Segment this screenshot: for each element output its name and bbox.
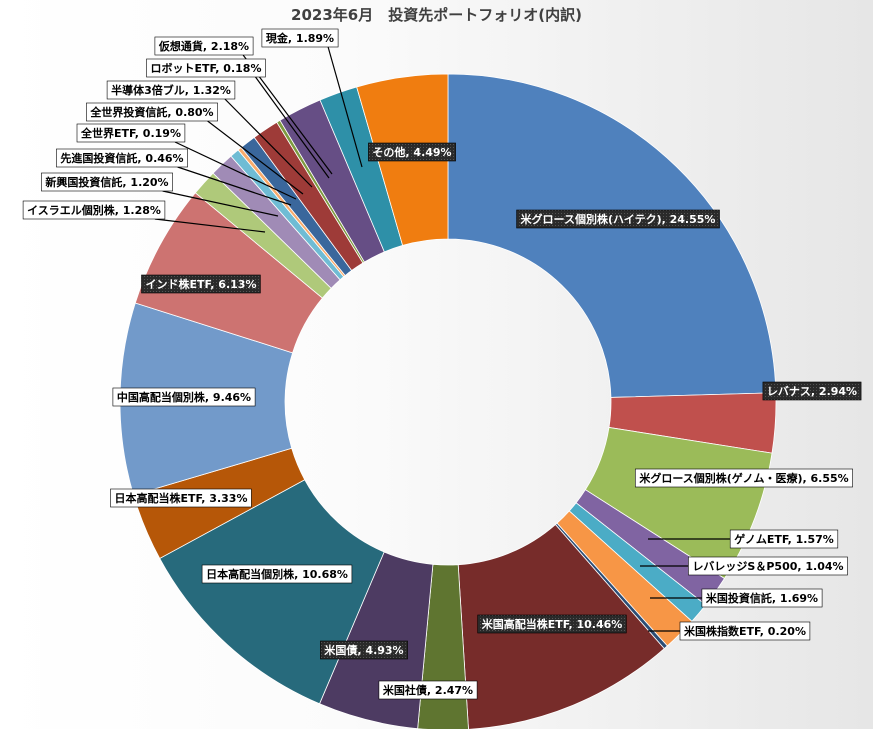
slice-label-text: ゲノムETF, 1.57% bbox=[734, 532, 834, 546]
slice-label-text: 先進国投資信託, 0.46% bbox=[60, 151, 183, 165]
slice-label-box bbox=[41, 172, 173, 192]
slice-label-text: 日本高配当株ETF, 3.33% bbox=[115, 491, 248, 505]
slice-label-text: 現金, 1.89% bbox=[266, 31, 334, 45]
slice-label-box bbox=[261, 28, 339, 48]
slice-data-label: 全世界ETF, 0.19% bbox=[76, 123, 186, 143]
slice-label-box bbox=[762, 381, 862, 401]
slice-data-label: 米グロース個別株(ゲノム・医療), 6.55% bbox=[634, 468, 853, 488]
slice-label-box bbox=[701, 588, 823, 608]
slice-label-text: 米グロース個別株(ハイテク), 24.55% bbox=[520, 212, 716, 226]
slice-label-text: 半導体3倍ブル, 1.32% bbox=[111, 83, 231, 97]
slice-label-text: 日本高配当個別株, 10.68% bbox=[206, 567, 348, 581]
slice-label-text: 全世界ETF, 0.19% bbox=[80, 126, 181, 140]
slice-label-text: 仮想通貨, 2.18% bbox=[158, 39, 249, 53]
slice-label-box bbox=[729, 529, 839, 549]
slice-label-box bbox=[634, 468, 853, 488]
slice-label-box bbox=[516, 209, 720, 229]
slice-label-box bbox=[320, 640, 408, 660]
slice-label-text: 全世界投資信託, 0.80% bbox=[89, 105, 213, 119]
slice-label-text: ロボットETF, 0.18% bbox=[151, 61, 262, 75]
slice-data-label: レバレッジS＆P500, 1.04% bbox=[688, 556, 848, 576]
leader-line bbox=[207, 120, 304, 195]
slice-label-box bbox=[477, 614, 627, 634]
slice-label-text: 米国株指数ETF, 0.20% bbox=[683, 624, 806, 638]
slice-data-label: ロボットETF, 0.18% bbox=[146, 58, 266, 78]
leader-line bbox=[224, 98, 313, 188]
leader-line bbox=[327, 46, 363, 168]
slice-label-text: レバレッジS＆P500, 1.04% bbox=[692, 560, 843, 573]
slice-label-box bbox=[679, 621, 811, 641]
slice-label-box bbox=[112, 387, 256, 407]
slice-label-text: 米国投資信託, 1.69% bbox=[705, 591, 818, 605]
leader-line bbox=[177, 166, 292, 206]
slice-data-label: 先進国投資信託, 0.46% bbox=[56, 148, 188, 168]
slice-data-label: 米国投資信託, 1.69% bbox=[701, 588, 823, 608]
slice-label-box bbox=[76, 123, 186, 143]
slice-data-label: 現金, 1.89% bbox=[261, 28, 339, 48]
slice-label-box bbox=[86, 102, 218, 122]
donut-slice bbox=[447, 73, 777, 398]
slice-label-box bbox=[688, 556, 848, 576]
slice-data-label: 米国社債, 2.47% bbox=[378, 680, 478, 700]
slice-label-text: 米国高配当株ETF, 10.46% bbox=[481, 617, 623, 631]
leader-line bbox=[174, 141, 297, 200]
slice-data-label: イスラエル個別株, 1.28% bbox=[22, 200, 166, 220]
slice-label-text: 米国社債, 2.47% bbox=[382, 683, 473, 697]
slice-label-box bbox=[22, 200, 166, 220]
leader-line bbox=[162, 190, 279, 217]
slice-data-label: 中国高配当個別株, 9.46% bbox=[112, 387, 256, 407]
slice-data-label: インド株ETF, 6.13% bbox=[141, 274, 261, 294]
slice-label-box bbox=[201, 564, 353, 584]
slice-label-text: レバナス, 2.94% bbox=[767, 385, 857, 398]
slice-data-label: 半導体3倍ブル, 1.32% bbox=[106, 80, 236, 100]
slice-data-label: 日本高配当個別株, 10.68% bbox=[201, 564, 353, 584]
slice-data-label: 米国株指数ETF, 0.20% bbox=[679, 621, 811, 641]
slice-data-label: 米国高配当株ETF, 10.46% bbox=[477, 614, 627, 634]
leader-line bbox=[154, 218, 266, 233]
leader-line bbox=[255, 76, 330, 179]
slice-data-label: ゲノムETF, 1.57% bbox=[729, 529, 839, 549]
slice-label-text: 新興国投資信託, 1.20% bbox=[45, 175, 168, 189]
slice-label-text: インド株ETF, 6.13% bbox=[146, 277, 257, 291]
slice-data-label: 米国債, 4.93% bbox=[320, 640, 408, 660]
slice-data-label: レバナス, 2.94% bbox=[762, 381, 862, 401]
slice-data-label: 全世界投資信託, 0.80% bbox=[86, 102, 218, 122]
slice-label-box bbox=[110, 488, 252, 508]
slice-label-box bbox=[368, 142, 456, 162]
slice-label-box bbox=[146, 58, 266, 78]
slice-data-label: 新興国投資信託, 1.20% bbox=[41, 172, 173, 192]
slice-data-label: 日本高配当株ETF, 3.33% bbox=[110, 488, 252, 508]
slice-label-box bbox=[56, 148, 188, 168]
slice-label-text: 米グロース個別株(ゲノム・医療), 6.55% bbox=[638, 471, 848, 485]
slice-label-box bbox=[154, 36, 254, 56]
slice-data-label: 米グロース個別株(ハイテク), 24.55% bbox=[516, 209, 720, 229]
slice-data-label: その他, 4.49% bbox=[368, 142, 456, 162]
slice-data-label: 仮想通貨, 2.18% bbox=[154, 36, 254, 56]
slice-label-text: 米国債, 4.93% bbox=[323, 643, 403, 657]
chart-title: 2023年6月 投資先ポートフォリオ(内訳) bbox=[291, 6, 582, 24]
slice-label-text: その他, 4.49% bbox=[372, 145, 451, 159]
slice-label-text: イスラエル個別株, 1.28% bbox=[27, 203, 161, 217]
slice-label-box bbox=[141, 274, 261, 294]
slice-label-box bbox=[378, 680, 478, 700]
slice-label-box bbox=[106, 80, 236, 100]
slice-label-text: 中国高配当個別株, 9.46% bbox=[117, 390, 251, 404]
